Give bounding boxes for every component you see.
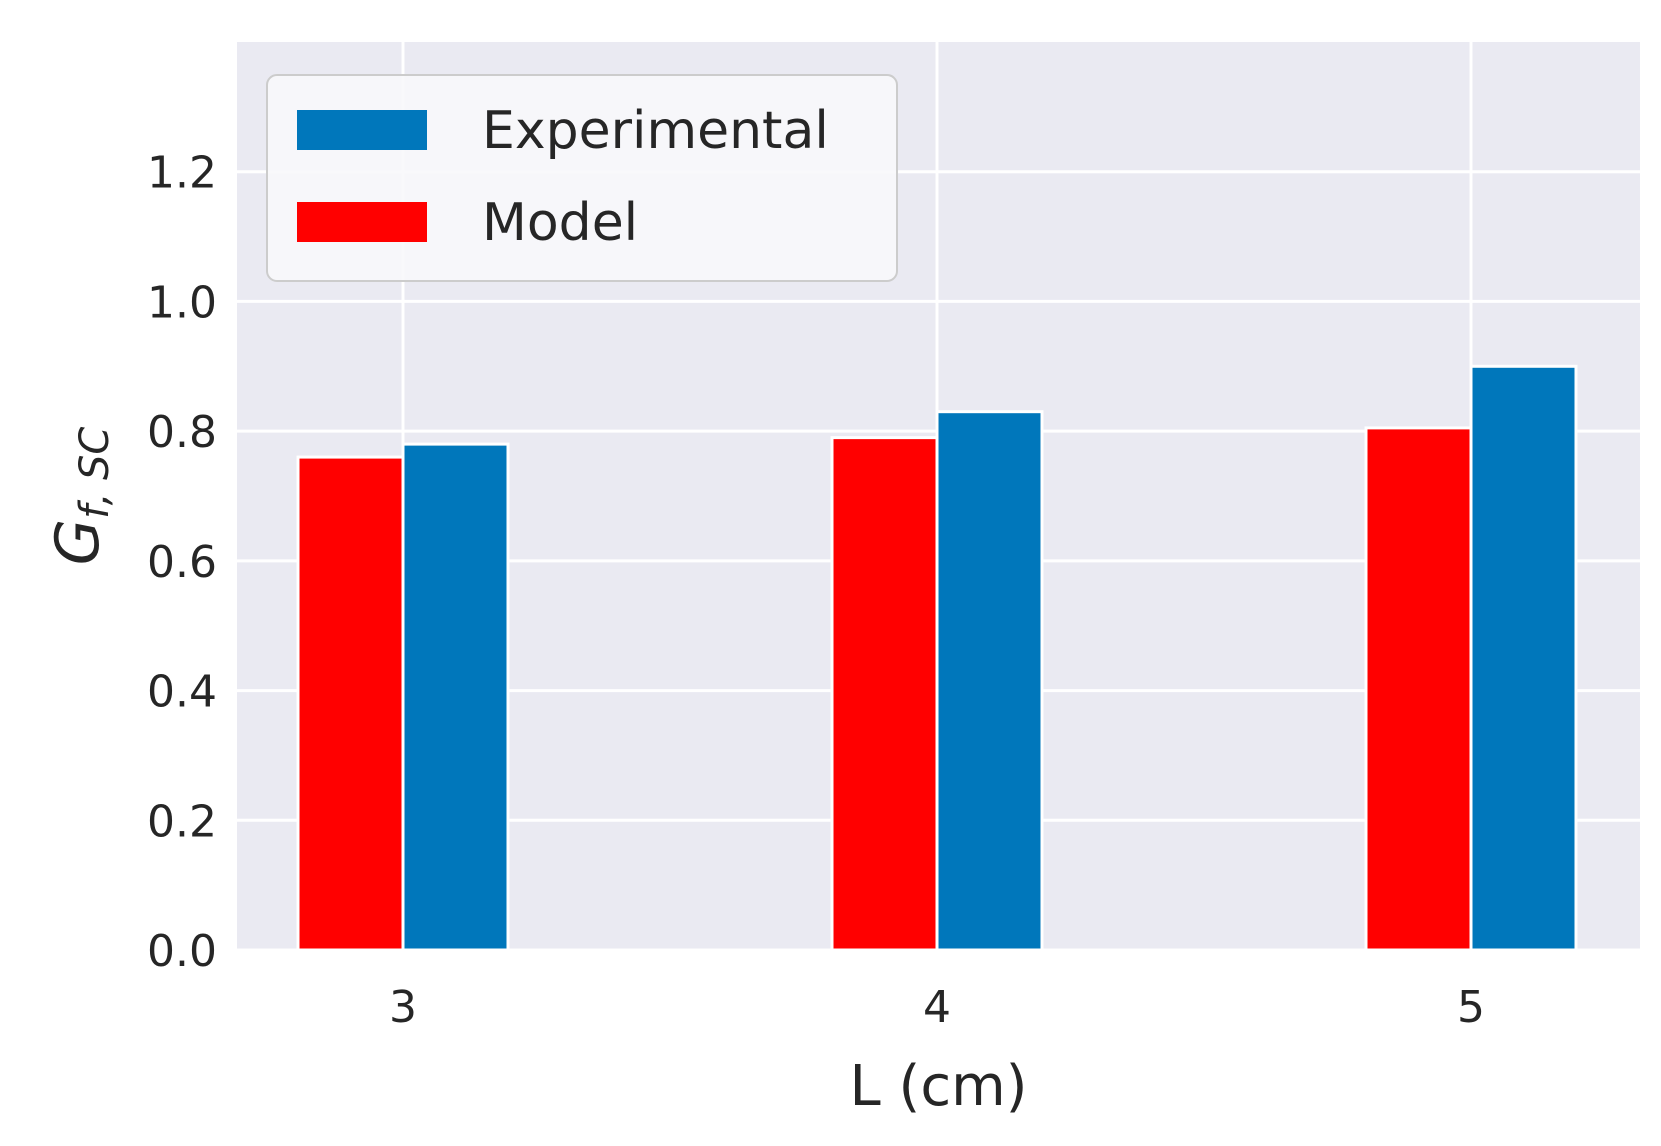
y-axis-ticks: 0.0 0.2 0.4 0.6 0.8 1.0 1.2: [147, 148, 217, 977]
x-tick-label: 5: [1457, 982, 1485, 1033]
bar-model-4: [830, 436, 939, 952]
x-axis-ticks: 3 4 5: [389, 982, 1485, 1033]
y-tick-label: 0.6: [147, 537, 217, 588]
y-tick-label: 0.0: [147, 926, 217, 977]
legend-label-experimental: Experimental: [482, 101, 829, 161]
bar-experimental-3: [401, 442, 510, 952]
legend: Experimental Model: [266, 74, 898, 282]
x-tick-label: 3: [389, 982, 417, 1033]
bar-experimental-4: [935, 410, 1044, 952]
bars: [296, 364, 1578, 952]
y-axis-label-base: G: [43, 519, 113, 566]
y-tick-label: 0.8: [147, 407, 217, 458]
y-tick-label: 1.0: [147, 277, 217, 328]
y-tick-label: 0.2: [147, 796, 217, 847]
x-axis-label: L (cm): [849, 1054, 1027, 1119]
legend-swatch-model: [297, 202, 427, 242]
bar-experimental-5: [1469, 364, 1578, 952]
legend-label-model: Model: [482, 193, 638, 253]
y-tick-label: 0.4: [147, 667, 217, 718]
x-tick-label: 4: [923, 982, 951, 1033]
legend-swatch-experimental: [297, 110, 427, 150]
y-axis-label-subscript: f, SC: [72, 427, 118, 519]
bar-model-3: [296, 455, 405, 952]
y-tick-label: 1.2: [147, 148, 217, 199]
y-axis-label: Gf, SC: [43, 427, 118, 566]
bar-model-5: [1364, 426, 1473, 952]
